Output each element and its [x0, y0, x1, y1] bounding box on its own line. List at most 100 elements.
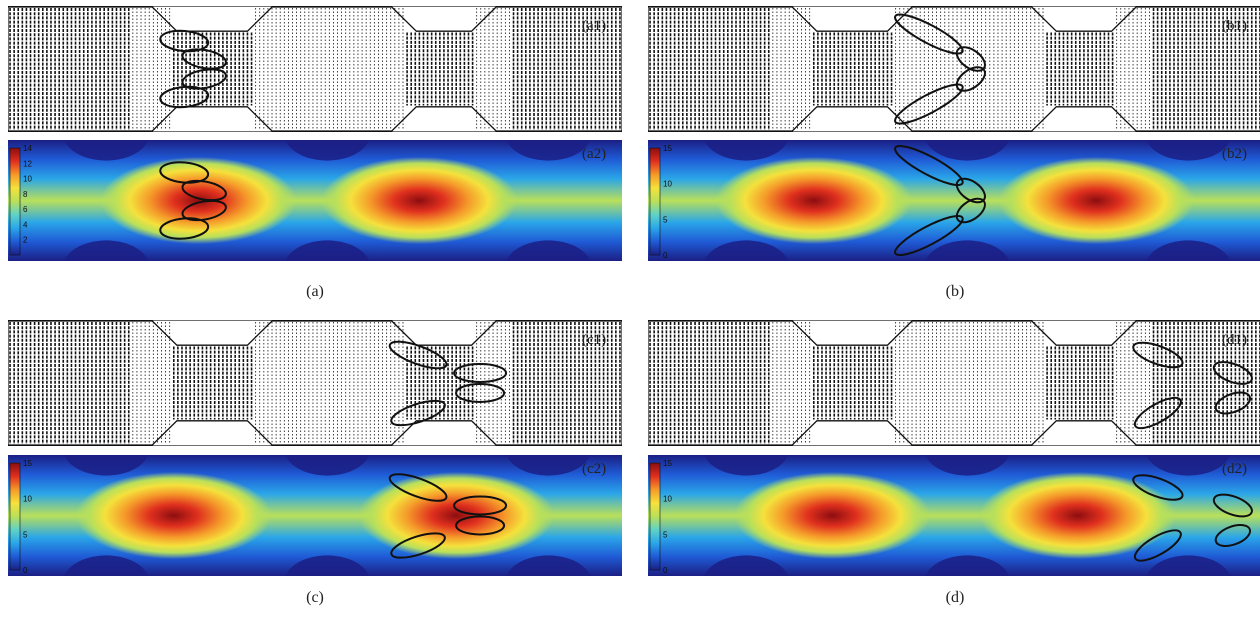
low-velocity-region [64, 140, 149, 161]
cell-outlines [1132, 341, 1253, 430]
panel-d1-label: (d1) [1222, 332, 1247, 348]
panel-b1-label: (b1) [1222, 18, 1247, 34]
cell [159, 29, 210, 53]
low-velocity-region [285, 240, 370, 261]
velocity-vectors [9, 8, 621, 130]
velocity-hotspot [979, 471, 1177, 560]
cell [455, 383, 506, 403]
panel-c1-label: (c1) [582, 332, 607, 348]
colorbar-tick-label: 15 [23, 459, 32, 468]
panel-a2-velocity-contour: 14 12 10 8 6 4 2 [8, 140, 622, 261]
cell [159, 85, 210, 109]
cell [955, 46, 986, 72]
velocity-hotspot [321, 156, 518, 245]
colorbar [9, 462, 21, 571]
channel-wall-bottom [8, 420, 622, 446]
panel-b1-vector-field [648, 6, 1260, 132]
channel-wall-bottom [648, 420, 1260, 446]
panel-a2-label: (a2) [582, 146, 607, 162]
velocity-vectors [649, 322, 1260, 444]
low-velocity-region [64, 455, 149, 476]
low-velocity-region [704, 240, 789, 261]
low-velocity-region [506, 455, 591, 476]
panel-b2-label: (b2) [1222, 146, 1247, 162]
cell [390, 399, 446, 427]
low-velocity-region [1146, 555, 1231, 576]
velocity-hotspot [75, 471, 273, 560]
low-velocity-region [1146, 140, 1231, 161]
colorbar-tick-label: 8 [23, 190, 28, 199]
cell [955, 197, 986, 224]
cell [181, 68, 227, 90]
colorbar-tick-label: 5 [663, 530, 668, 539]
cell-outlines [159, 29, 227, 109]
cell [159, 217, 210, 240]
colorbar-tick-label: 4 [23, 220, 28, 229]
cell-outlines [388, 340, 508, 427]
low-velocity-region [506, 555, 591, 576]
cell-outlines [894, 13, 986, 125]
low-velocity-region [285, 140, 370, 161]
cell [453, 495, 508, 516]
panel-c-caption: (c) [306, 589, 324, 606]
cell [388, 340, 448, 370]
low-velocity-region [506, 140, 591, 161]
panel-d2-velocity-contour: 15 10 5 0 [648, 455, 1260, 576]
cell [894, 13, 964, 55]
panel-d-caption: (d) [945, 589, 965, 606]
panel-d1-vector-field [648, 320, 1260, 446]
velocity-hotspot [715, 156, 913, 245]
cell [894, 83, 964, 125]
colorbar-ticks: 15 10 5 0 [663, 459, 672, 575]
colorbar-tick-label: 14 [23, 144, 32, 153]
colorbar-tick-label: 15 [663, 459, 672, 468]
panel-a1-vector-field [8, 6, 622, 132]
colorbar [649, 147, 661, 256]
cell [181, 48, 227, 70]
colorbar-tick-label: 10 [23, 495, 32, 504]
panel-d2-label: (d2) [1222, 461, 1247, 477]
cell [388, 473, 448, 502]
velocity-hotspot [100, 156, 297, 245]
channel-wall-top [8, 320, 622, 346]
colorbar-tick-label: 0 [23, 566, 28, 575]
colorbar-tick-label: 12 [23, 159, 32, 168]
low-velocity-region [285, 555, 370, 576]
cell [1212, 493, 1253, 518]
cell [1214, 391, 1252, 415]
cell [955, 177, 986, 204]
velocity-vectors [9, 322, 621, 444]
low-velocity-region [64, 240, 149, 261]
low-velocity-region [704, 140, 789, 161]
cell-outlines [159, 161, 227, 240]
low-velocity-region [64, 555, 149, 576]
cell [453, 363, 508, 383]
low-velocity-region [506, 240, 591, 261]
panel-c2-label: (c2) [582, 461, 607, 477]
panel-a-caption: (a) [306, 283, 324, 300]
velocity-hotspot [733, 471, 931, 560]
cell [1132, 474, 1184, 501]
colorbar-ticks: 15 10 5 0 [663, 144, 672, 260]
colorbar-tick-label: 2 [23, 236, 28, 245]
panel-a1-label: (a1) [582, 18, 607, 34]
cell [1133, 529, 1182, 562]
colorbar-tick-label: 10 [663, 180, 672, 189]
low-velocity-region [925, 240, 1010, 261]
panel-b2-velocity-contour: 15 10 5 0 [648, 140, 1260, 261]
cell [894, 214, 964, 257]
colorbar-ticks: 15 10 5 0 [23, 459, 32, 575]
velocity-vectors [649, 8, 1260, 130]
panel-b-caption: (b) [945, 283, 965, 300]
low-velocity-region [704, 555, 789, 576]
low-velocity-region [704, 455, 789, 476]
low-velocity-region [1146, 240, 1231, 261]
cell [181, 199, 227, 222]
colorbar-tick-label: 15 [663, 144, 672, 153]
channel-wall-bottom [648, 106, 1260, 132]
colorbar-tick-label: 10 [23, 175, 32, 184]
cell-outlines [894, 144, 986, 257]
channel-wall-top [8, 6, 622, 32]
cell-outlines [1132, 474, 1253, 562]
channel-wall-top [648, 6, 1260, 32]
